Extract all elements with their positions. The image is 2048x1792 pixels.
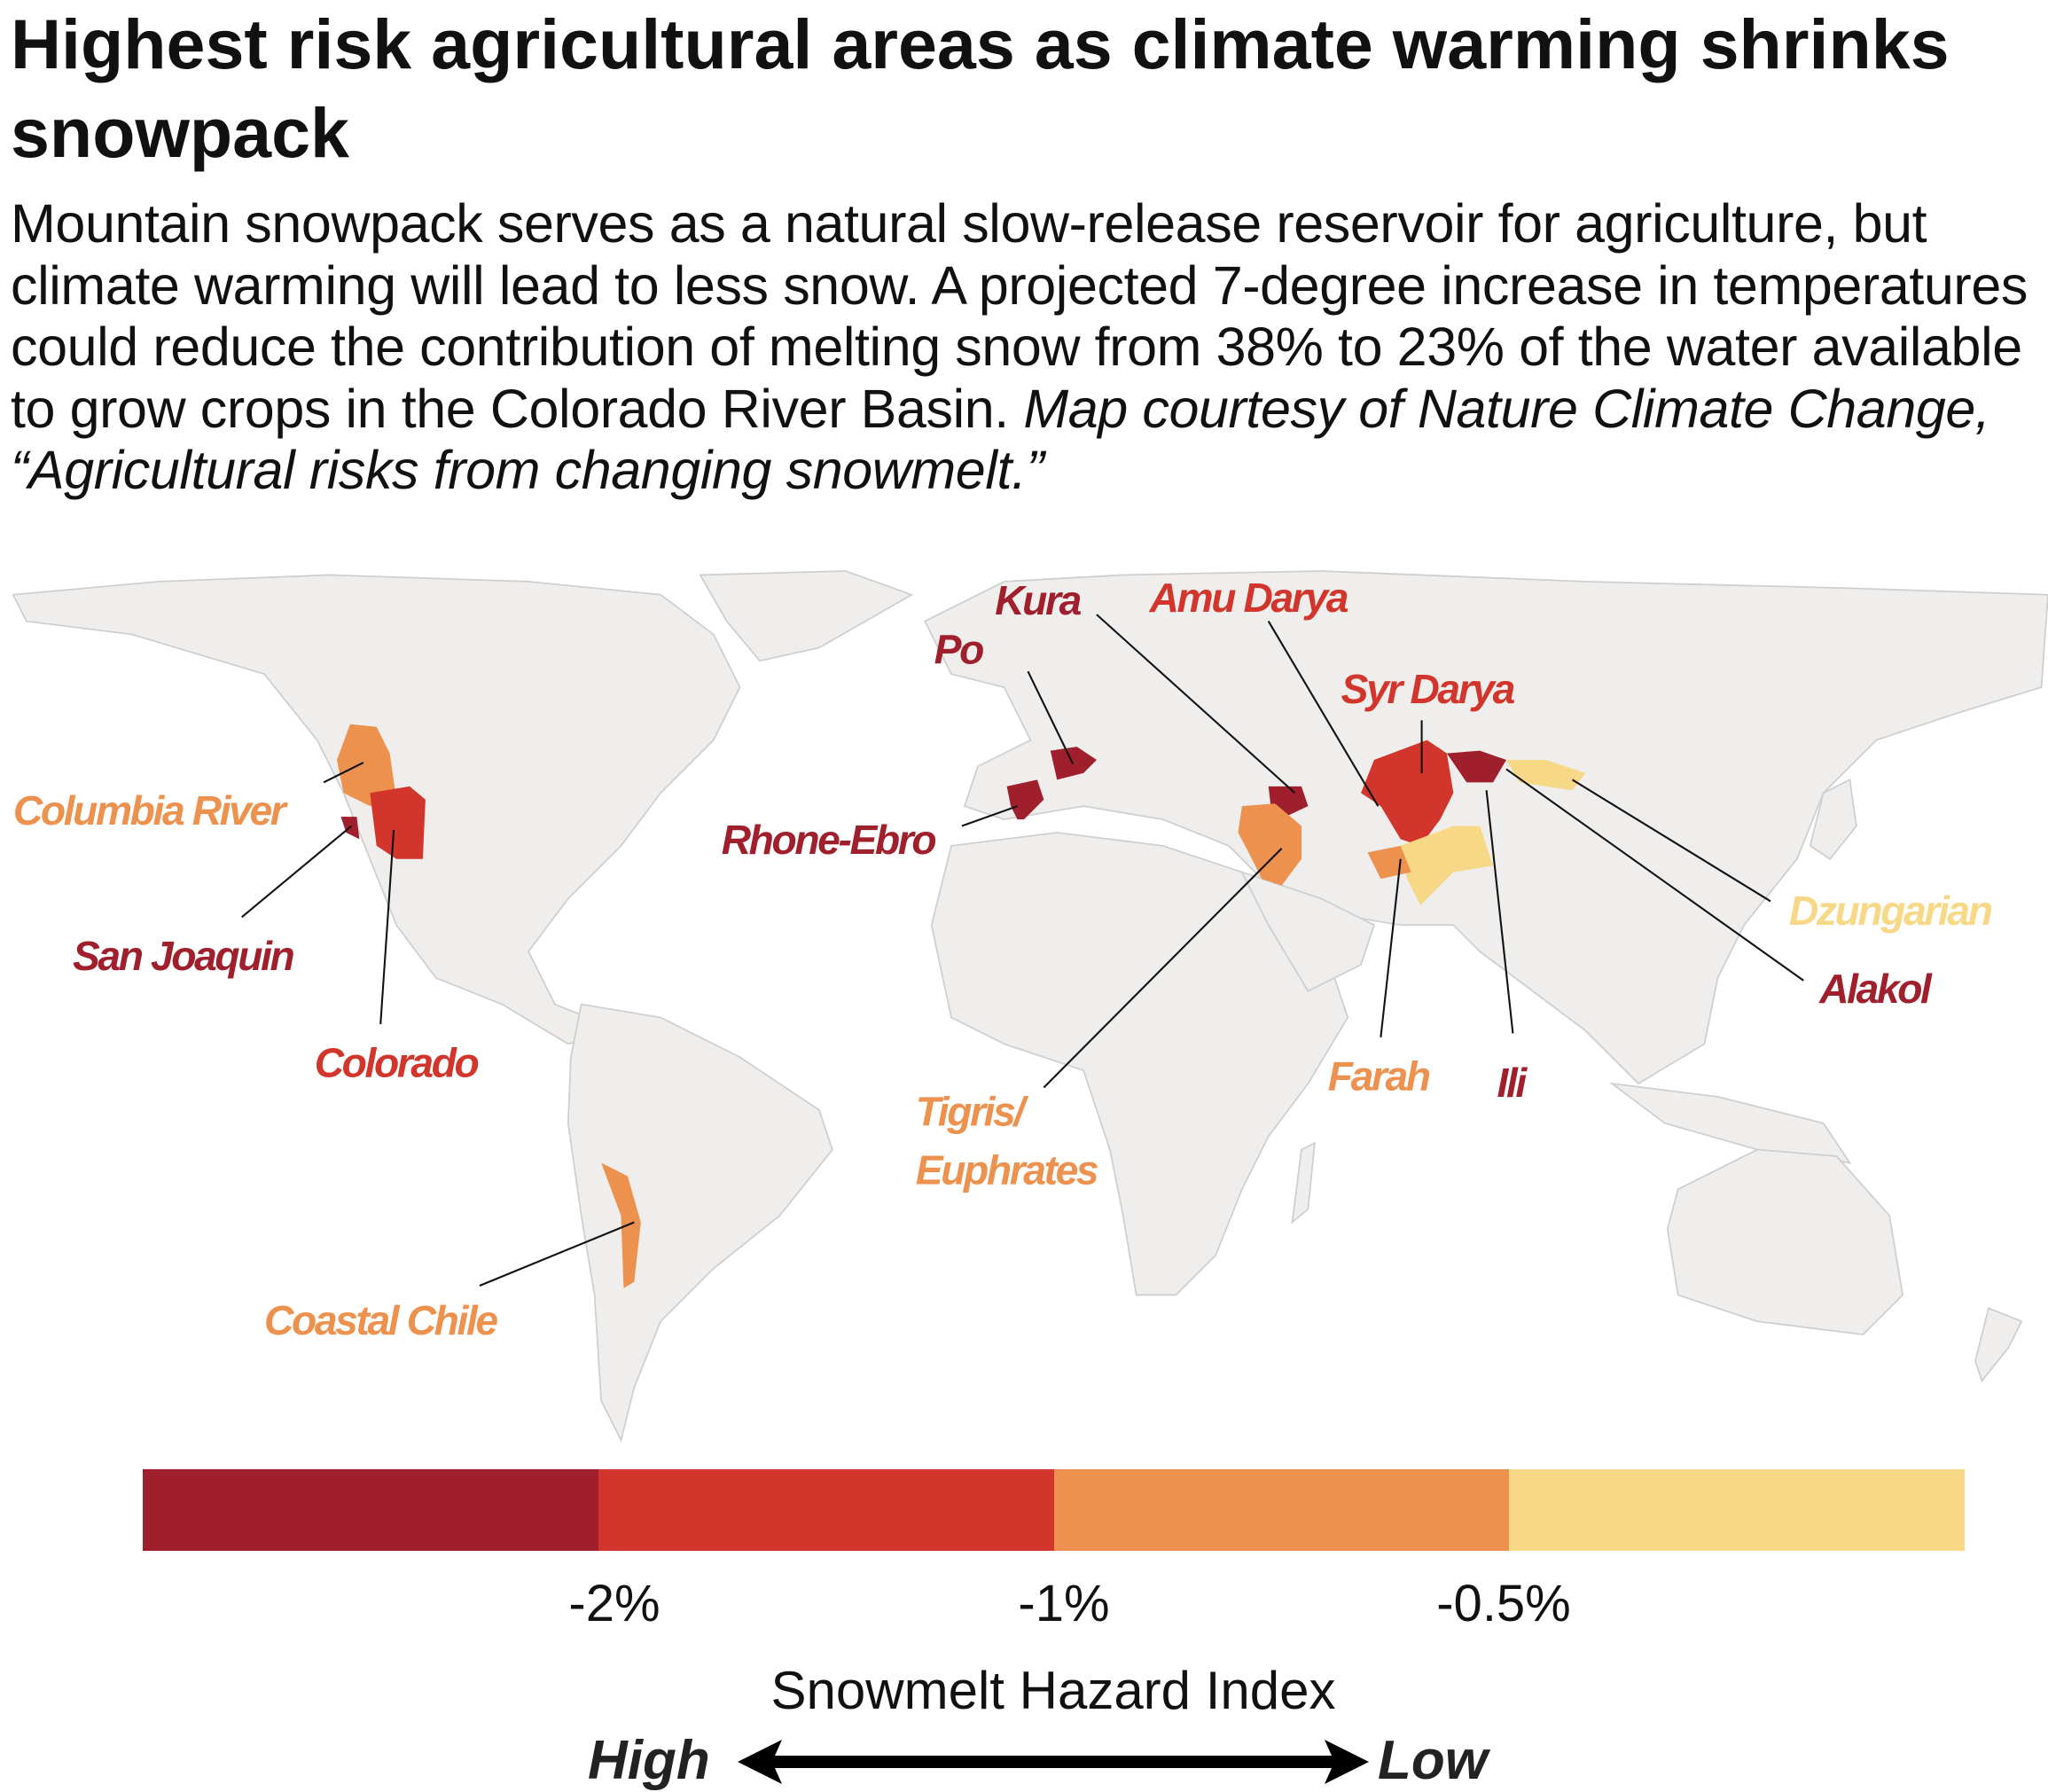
south-america [567, 1003, 833, 1443]
label-alakol: Alakol [1818, 966, 1933, 1012]
tick-label: -1% [1018, 1575, 1110, 1632]
basin-columbia-river[interactable] [337, 724, 397, 807]
scale-low [1509, 1469, 1965, 1551]
basin-colorado[interactable] [370, 786, 426, 859]
new-zealand [1974, 1307, 2023, 1383]
basin-indus[interactable] [1400, 826, 1494, 905]
legend-title: Snowmelt Hazard Index [770, 1661, 1336, 1720]
label-amu-darya: Amu Darya [1149, 575, 1348, 621]
page-title: Highest risk agricultural areas as clima… [11, 4, 1950, 172]
label-coastal-chile: Coastal Chile [264, 1297, 497, 1343]
label-colorado: Colorado [315, 1040, 479, 1086]
basin-syr-amu-darya[interactable] [1361, 739, 1454, 846]
double-arrow-icon [738, 1740, 1369, 1784]
japan [1809, 779, 1857, 860]
basin-tigris-euphrates[interactable] [1238, 803, 1301, 886]
basin-alakol-ili[interactable] [1446, 750, 1506, 783]
map-credit: Map courtesy of Nature Climate Change, “… [11, 378, 1990, 501]
tick-label: -2% [568, 1575, 661, 1632]
indonesia [1608, 1082, 1852, 1164]
label-san-joaquin: San Joaquin [73, 933, 294, 979]
basin-rhone-ebro[interactable] [1006, 779, 1044, 820]
label-tigris: Tigris/ [916, 1089, 1029, 1135]
australia [1666, 1148, 1904, 1336]
label-farah: Farah [1328, 1053, 1430, 1099]
low-label: Low [1378, 1730, 1488, 1791]
label-po: Po [934, 626, 983, 672]
color-scale-bar [143, 1469, 1965, 1551]
description: Mountain snowpack serves as a natural sl… [11, 193, 2041, 502]
scale-high [598, 1469, 1054, 1551]
leader-lines [241, 614, 1804, 1287]
scale-medium [1053, 1469, 1510, 1551]
label-columbia-river: Columbia River [13, 787, 289, 833]
world-map: Columbia River San Joaquin Colorado Coas… [12, 570, 2048, 1443]
basin-labels: Columbia River San Joaquin Colorado Coas… [13, 575, 1994, 1343]
scale-very-high [143, 1469, 598, 1551]
madagascar [1291, 1141, 1316, 1225]
eurasia [924, 570, 2048, 1085]
label-kura: Kura [995, 577, 1081, 623]
basin-farah[interactable] [1367, 845, 1411, 880]
description-text: Mountain snowpack serves as a natural sl… [11, 193, 2028, 439]
label-dzungarian: Dzungarian [1789, 888, 1992, 934]
tick-label: -0.5% [1436, 1575, 1571, 1632]
label-syr-darya: Syr Darya [1341, 666, 1515, 712]
label-euphrates: Euphrates [916, 1146, 1098, 1193]
label-ili: Ili [1497, 1060, 1528, 1106]
greenland [699, 570, 914, 662]
arabia [1240, 871, 1376, 992]
basin-coastal-chile[interactable] [601, 1162, 641, 1288]
label-rhone-ebro: Rhone-Ebro [722, 817, 936, 863]
high-label: High [588, 1730, 710, 1791]
